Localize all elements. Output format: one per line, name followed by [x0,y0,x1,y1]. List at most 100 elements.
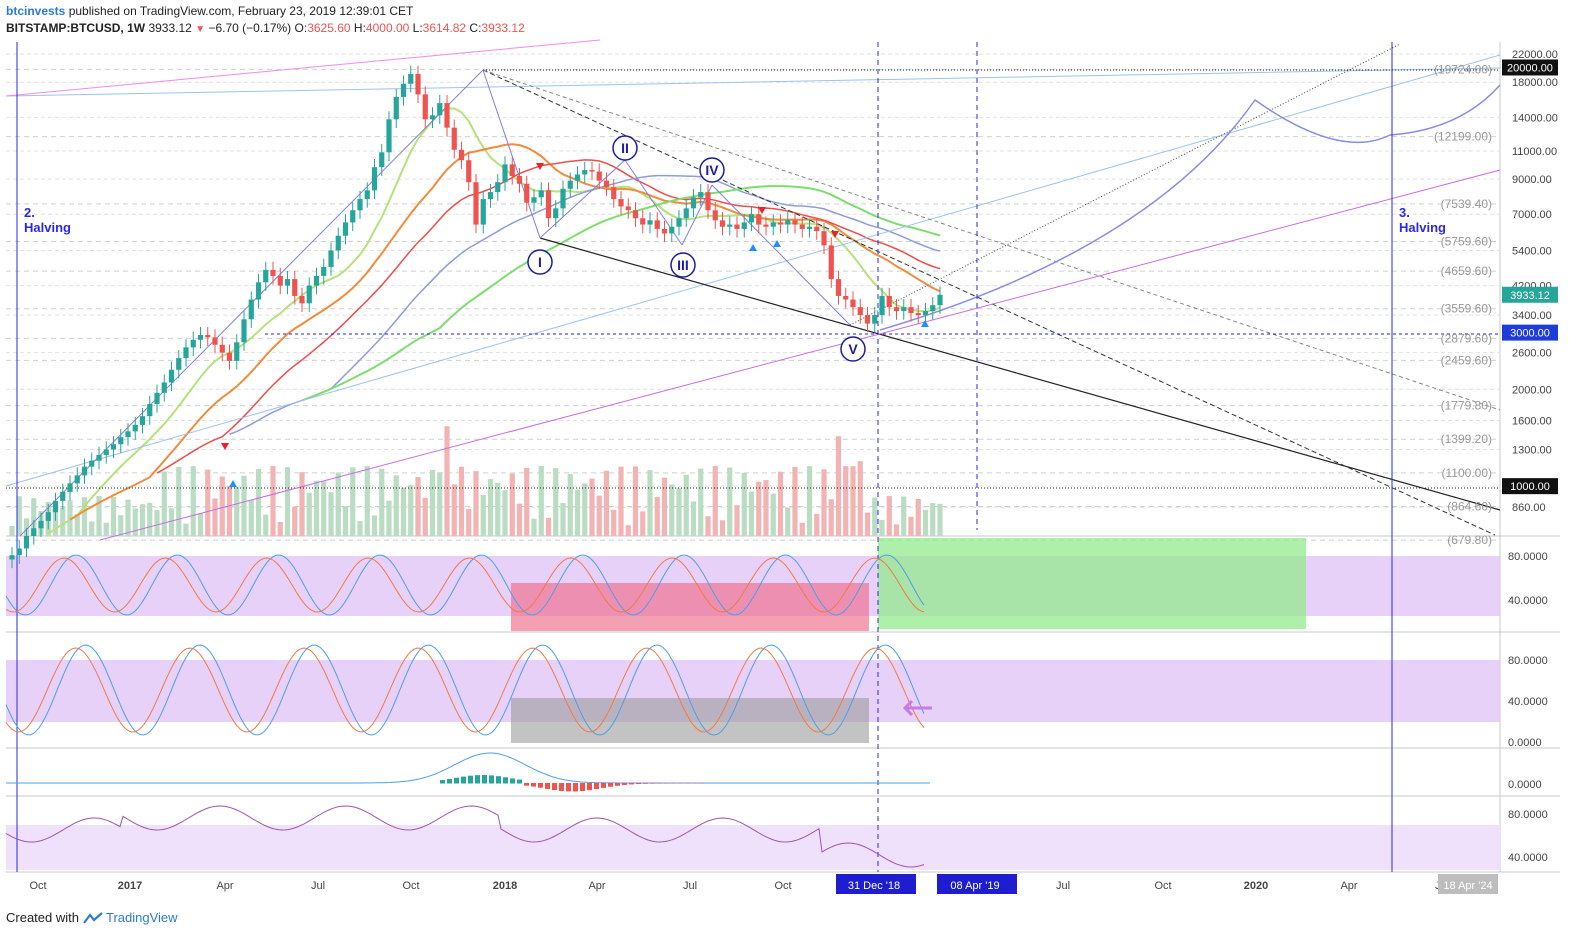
candle-body [806,226,813,229]
candle-body [328,250,334,267]
price-tick-label: 18000.00 [1512,77,1558,89]
volume-bar [74,514,80,536]
macd-hist-bar [636,783,641,785]
candle-body [444,103,450,128]
candle-body [45,512,51,521]
volume-bar [698,468,704,536]
time-tick-label: Jul [683,880,697,892]
fib-level-label: (4659.60) [1441,264,1492,278]
macd-hist-bar [517,779,522,784]
sell-arrow-icon [758,207,766,214]
candle-body [284,279,291,286]
volume-bar [350,467,356,536]
price-tick-label: 7000.00 [1512,209,1552,221]
volume-bar [125,499,131,536]
candle-body [147,404,153,417]
candle-body [357,199,363,211]
macd-hist-bar [573,783,578,792]
macd-hist-bar [678,783,683,784]
tradingview-brand[interactable]: TradingView [106,910,178,925]
candle-body [89,460,95,467]
time-tick-label: Apr [216,880,233,892]
macd-hist-bar [440,780,445,784]
author-name[interactable]: btcinvests [6,4,66,18]
candle-body [219,344,225,353]
candle-body [321,266,327,276]
volume-bar [872,497,878,536]
volume-bar [299,472,305,536]
blue-channel-top [5,67,1501,97]
candle-body [524,183,530,203]
candle-body [393,96,399,120]
volume-bar [255,469,262,536]
time-badge-label: 08 Apr '19 [950,880,999,892]
wave-line-a [482,69,541,239]
macd-hist-bar [468,775,473,784]
candle-body [625,206,631,211]
candle-body [785,220,791,225]
volume-bar [487,479,494,536]
candle-body [23,536,30,549]
candle-body [132,424,138,432]
candle-body [893,307,900,312]
volume-bar [219,476,225,536]
volume-bar [828,499,834,536]
volume-bar [901,496,907,536]
macd-hist-bar [699,783,704,784]
symbol-label[interactable]: BITSTAMP:BTCUSD, 1W [6,21,146,35]
volume-bar [118,515,124,536]
volume-bar [364,466,370,536]
volume-bar [393,475,399,536]
volume-bar [284,467,291,536]
volume-bar [386,500,392,536]
low-label: L: [412,21,423,35]
rsi-line [5,805,925,868]
volume-bar [422,497,428,536]
volume-bar [763,480,769,536]
volume-bar [567,474,573,536]
candle-body [770,222,776,227]
volume-bar [734,505,740,536]
candle-body [96,454,102,461]
volume-bar [611,509,617,536]
candle-body [727,224,733,227]
candle-body [509,164,515,177]
indicator-tick-label: 0.0000 [1508,737,1542,749]
open-label: O: [294,21,308,35]
candle-body [901,307,907,312]
volume-bar [328,492,334,536]
macd-line [6,752,930,784]
candle-body [611,187,617,200]
wave-label: I [538,254,542,270]
price-tick-label: 11000.00 [1512,146,1557,158]
stoch1-d-line [5,557,925,613]
volume-bar [110,496,117,536]
candle-body [683,208,689,219]
volume-bar [574,489,581,536]
candle-body [306,285,312,304]
candle-body [857,307,863,316]
candle-body [690,197,697,209]
candle-body [864,315,871,324]
volume-bar [886,496,892,536]
candle-body [516,176,523,184]
fib-level-label: (7539.40) [1441,197,1492,211]
rsi-band [6,825,1500,870]
macd-hist-bar [615,783,620,786]
volume-bar [444,426,450,536]
candle-body [661,228,668,234]
volume-bar [632,466,639,536]
volume-bar [371,515,378,536]
candle-body [371,167,378,191]
volume-bar [770,493,776,536]
candle-body [176,358,182,370]
volume-bar [321,481,327,536]
volume-bar [792,467,798,536]
price-badge-label: 1000.00 [1510,481,1550,493]
candle-body [429,115,436,120]
wave-circle [612,135,638,161]
volume-bar [183,523,189,536]
volume-bar [241,475,247,536]
candle-body [16,548,22,556]
